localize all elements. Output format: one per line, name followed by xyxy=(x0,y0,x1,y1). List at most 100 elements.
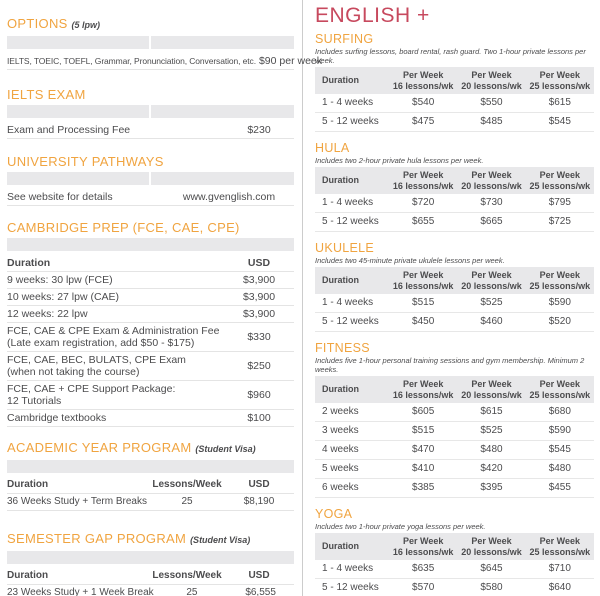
row-value: $960 xyxy=(247,389,271,401)
surfing-section: SURFING Includes surfing lessons, board … xyxy=(315,32,594,132)
price-row: 5 - 12 weeks $475 $485 $545 xyxy=(315,113,594,132)
price-cell: $460 xyxy=(480,316,503,327)
price-cell: $480 xyxy=(480,444,503,455)
column-header-25: Per Week 25 lessons/wk xyxy=(529,379,591,400)
price-table-header: Duration Per Week 16 lessons/wk Per Week 2… xyxy=(315,267,594,294)
price-row: 1 - 4 weeks $540 $550 $615 xyxy=(315,94,594,113)
options-note: (5 lpw) xyxy=(71,20,101,30)
fitness-heading: FITNESS xyxy=(315,341,370,355)
fitness-section: FITNESS Includes five 1-hour personal tr… xyxy=(315,341,594,498)
price-table-header: Duration Per Week 16 lessons/wk Per Week 2… xyxy=(315,67,594,94)
website-link[interactable]: www.gvenglish.com xyxy=(182,191,276,203)
column-header-16: Per Week 16 lessons/wk xyxy=(392,270,454,291)
yoga-heading: YOGA xyxy=(315,507,353,521)
surfing-heading: SURFING xyxy=(315,32,374,46)
price-cell: $615 xyxy=(480,406,503,417)
column-header-20: Per Week 20 lessons/wk xyxy=(461,536,522,557)
price-cell: $545 xyxy=(548,444,571,455)
price-cell: $455 xyxy=(548,482,571,493)
price-cell: $520 xyxy=(548,316,571,327)
table-row: 23 Weeks Study + 1 Week Break 25 $6,555 xyxy=(7,585,294,596)
column-header-duration: Duration xyxy=(322,75,359,86)
price-table-header: Duration Per Week 16 lessons/wk Per Week 2… xyxy=(315,376,594,403)
duration-cell: 5 - 12 weeks xyxy=(322,316,379,327)
row-value: $100 xyxy=(247,412,271,424)
row-label: IELTS, TOEIC, TOEFL, Grammar, Pronunciat… xyxy=(7,56,256,66)
duration-cell: 1 - 4 weeks xyxy=(322,97,374,108)
row-value: $330 xyxy=(247,331,271,343)
duration-cell: 1 - 4 weeks xyxy=(322,197,374,208)
column-header-duration: Duration xyxy=(322,384,359,395)
semester-gap-note: (Student Visa) xyxy=(190,535,251,545)
ielts-exam-heading: IELTS EXAM xyxy=(7,87,86,102)
price-cell: $655 xyxy=(412,216,435,227)
price-cell: $475 xyxy=(412,116,435,127)
price-table-header: Duration Per Week 16 lessons/wk Per Week 2… xyxy=(315,533,594,560)
price-cell: $635 xyxy=(412,563,435,574)
options-heading: OPTIONS (5 lpw) xyxy=(7,16,101,31)
price-cell: $720 xyxy=(412,197,435,208)
column-header-duration: Duration xyxy=(322,175,359,186)
row-label: 10 weeks: 27 lpw (CAE) xyxy=(7,291,120,303)
price-cell: $525 xyxy=(480,297,503,308)
price-cell: $420 xyxy=(480,463,503,474)
duration-cell: 5 - 12 weeks xyxy=(322,216,379,227)
left-column: OPTIONS (5 lpw) IELTS, TOEIC, TOEFL, Gra… xyxy=(7,0,322,596)
row-label: FCE, CAE, BEC, BULATS, CPE Exam (when no… xyxy=(7,354,186,378)
row-value: $6,555 xyxy=(245,587,276,596)
duration-cell: 1 - 4 weeks xyxy=(322,563,374,574)
row-label: 23 Weeks Study + 1 Week Break xyxy=(7,587,154,596)
price-cell: $550 xyxy=(480,97,503,108)
column-header-25: Per Week 25 lessons/wk xyxy=(529,536,591,557)
price-row: 5 - 12 weeks $570 $580 $640 xyxy=(315,579,594,596)
table-header-bar xyxy=(7,460,294,473)
price-cell: $545 xyxy=(548,116,571,127)
row-value: $90 per week xyxy=(258,55,323,67)
hula-subtitle: Includes two 2-hour private hula lessons… xyxy=(315,156,484,165)
duration-cell: 3 weeks xyxy=(322,425,359,436)
row-label: 36 Weeks Study + Term Breaks xyxy=(7,496,147,507)
column-header-lessons: Lessons/Week xyxy=(152,570,222,581)
english-plus-column: ENGLISH + SURFING Includes surfing lesso… xyxy=(303,0,600,596)
price-cell: $470 xyxy=(412,444,435,455)
price-cell: $615 xyxy=(548,97,571,108)
ukulele-heading: UKULELE xyxy=(315,241,375,255)
table-header-row: Duration Lessons/Week USD xyxy=(7,477,294,494)
row-lessons: 25 xyxy=(181,496,193,507)
price-cell: $410 xyxy=(412,463,435,474)
price-cell: $725 xyxy=(548,216,571,227)
duration-cell: 4 weeks xyxy=(322,444,359,455)
row-value: $230 xyxy=(247,124,271,136)
price-cell: $540 xyxy=(412,97,435,108)
table-row: FCE, CAE & CPE Exam & Administration Fee… xyxy=(7,323,294,352)
price-cell: $480 xyxy=(548,463,571,474)
column-header-duration: Duration xyxy=(7,570,49,581)
price-cell: $795 xyxy=(548,197,571,208)
ielts-exam-section: IELTS EXAM Exam and Processing Fee $230 xyxy=(7,87,294,139)
semester-gap-heading: SEMESTER GAP PROGRAM (Student Visa) xyxy=(7,531,251,546)
table-row: FCE, CAE, BEC, BULATS, CPE Exam (when no… xyxy=(7,352,294,381)
price-cell: $645 xyxy=(480,563,503,574)
table-header-bar xyxy=(7,105,294,118)
row-value: $8,190 xyxy=(243,496,275,507)
header-bar-cell xyxy=(7,172,149,185)
ukulele-subtitle: Includes two 45-minute private ukulele l… xyxy=(315,256,505,265)
column-header-usd: USD xyxy=(248,570,270,581)
column-header-16: Per Week 16 lessons/wk xyxy=(392,170,454,191)
price-row: 5 - 12 weeks $450 $460 $520 xyxy=(315,313,594,332)
duration-cell: 1 - 4 weeks xyxy=(322,297,374,308)
table-header-bar xyxy=(7,551,294,564)
price-cell: $590 xyxy=(548,297,571,308)
price-cell: $605 xyxy=(412,406,435,417)
price-cell: $395 xyxy=(480,482,503,493)
price-cell: $680 xyxy=(548,406,571,417)
yoga-section: YOGA Includes two 1-hour private yoga le… xyxy=(315,507,594,596)
price-row: 1 - 4 weeks $635 $645 $710 xyxy=(315,560,594,579)
surfing-subtitle: Includes surfing lessons, board rental, … xyxy=(315,47,586,65)
table-header-bar xyxy=(7,36,294,49)
header-bar-cell xyxy=(7,105,149,118)
table-row: Exam and Processing Fee $230 xyxy=(7,122,294,139)
price-cell: $485 xyxy=(480,116,503,127)
ukulele-section: UKULELE Includes two 45-minute private u… xyxy=(315,241,594,332)
table-row: See website for details www.gvenglish.co… xyxy=(7,189,294,206)
